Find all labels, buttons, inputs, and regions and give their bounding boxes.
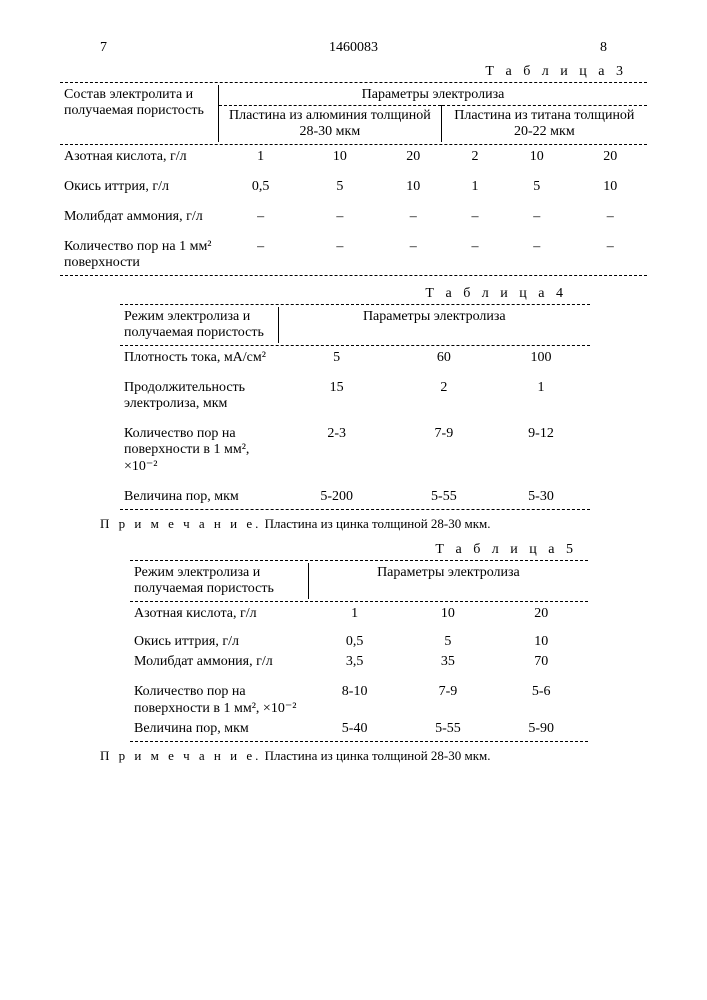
page-num-left: 7: [60, 40, 269, 56]
table4-section: Т а б л и ц а 4 Режим электролиза и полу…: [60, 286, 647, 532]
table-row: Величина пор, мкм 5-40 5-55 5-90: [130, 719, 588, 739]
row-label: Молибдат аммония, г/л: [130, 652, 308, 672]
page-header: 7 1460083 8: [60, 40, 647, 56]
table5-header-left: Режим электролиза и получаемая пористост…: [130, 563, 309, 599]
table5-note: П р и м е ч а н и е. Пластина из цинка т…: [100, 748, 647, 764]
note-label: П р и м е ч а н и е.: [100, 516, 261, 531]
table5-header-right: Параметры электролиза: [309, 563, 588, 599]
row-label: Азотная кислота, г/л: [130, 604, 308, 624]
row-label: Окись иттрия, г/л: [60, 177, 218, 197]
row-label: Окись иттрия, г/л: [130, 632, 308, 652]
table-row: Величина пор, мкм 5-200 5-55 5-30: [120, 487, 590, 507]
table-row: Количество пор на поверхности в 1 мм², ×…: [130, 682, 588, 719]
table-row: Окись иттрия, г/л 0,5 5 10: [130, 632, 588, 652]
table4-header-left: Режим электролиза и получаемая пористост…: [120, 307, 279, 343]
table-row: Молибдат аммония, г/л – – – – – –: [60, 207, 647, 227]
table4-body: Плотность тока, мА/см² 5 60 100 Продолжи…: [120, 348, 590, 507]
table-row: Окись иттрия, г/л 0,5 5 10 1 5 10: [60, 177, 647, 197]
table-row: Количество пор на 1 мм² поверхности – – …: [60, 237, 647, 273]
row-label: Количество пор на поверхности в 1 мм², ×…: [130, 682, 308, 719]
row-label: Плотность тока, мА/см²: [120, 348, 278, 368]
table3-header-left: Состав электролита и получаемая пористос…: [60, 85, 219, 142]
doc-number: 1460083: [269, 40, 438, 56]
table3-section: Т а б л и ц а 3 Состав электролита и пол…: [60, 64, 647, 276]
row-label: Молибдат аммония, г/л: [60, 207, 218, 227]
table4-title: Т а б л и ц а 4: [60, 286, 567, 302]
table3-sub-right: Пластина из титана толщиной 20-22 мкм: [441, 106, 647, 143]
note-label: П р и м е ч а н и е.: [100, 748, 261, 763]
table-row: Азотная кислота, г/л 1 10 20 2 10 20: [60, 147, 647, 167]
table-row: Азотная кислота, г/л 1 10 20: [130, 604, 588, 624]
table-row: Продолжительность электролиза, мкм 15 2 …: [120, 378, 590, 414]
table5-body: Азотная кислота, г/л 1 10 20 Окись иттри…: [130, 604, 588, 739]
table-row: Молибдат аммония, г/л 3,5 35 70: [130, 652, 588, 672]
table3-title: Т а б л и ц а 3: [60, 64, 627, 80]
table4: Режим электролиза и получаемая пористост…: [120, 307, 590, 343]
table-row: Количество пор на поверхности в 1 мм², ×…: [120, 424, 590, 477]
table4-header-right: Параметры электролиза: [279, 307, 590, 343]
table5: Режим электролиза и получаемая пористост…: [130, 563, 588, 599]
row-label: Продолжительность электролиза, мкм: [120, 378, 278, 414]
row-label: Величина пор, мкм: [120, 487, 278, 507]
table3-header-right: Параметры электролиза: [219, 85, 648, 106]
row-label: Величина пор, мкм: [130, 719, 308, 739]
table5-section: Т а б л и ц а 5 Режим электролиза и полу…: [60, 542, 647, 764]
page-num-right: 8: [438, 40, 647, 56]
table5-title: Т а б л и ц а 5: [60, 542, 577, 558]
row-label: Количество пор на 1 мм² поверхности: [60, 237, 218, 273]
row-label: Количество пор на поверхности в 1 мм², ×…: [120, 424, 278, 477]
table3: Состав электролита и получаемая пористос…: [60, 85, 647, 142]
table3-sub-left: Пластина из алюминия толщиной 28-30 мкм: [219, 106, 442, 143]
note-text: Пластина из цинка толщиной 28-30 мкм.: [265, 516, 491, 531]
table3-body: Азотная кислота, г/л 1 10 20 2 10 20 Оки…: [60, 147, 647, 273]
table-row: Плотность тока, мА/см² 5 60 100: [120, 348, 590, 368]
row-label: Азотная кислота, г/л: [60, 147, 218, 167]
note-text: Пластина из цинка толщиной 28-30 мкм.: [265, 748, 491, 763]
table4-note: П р и м е ч а н и е. Пластина из цинка т…: [100, 516, 647, 532]
